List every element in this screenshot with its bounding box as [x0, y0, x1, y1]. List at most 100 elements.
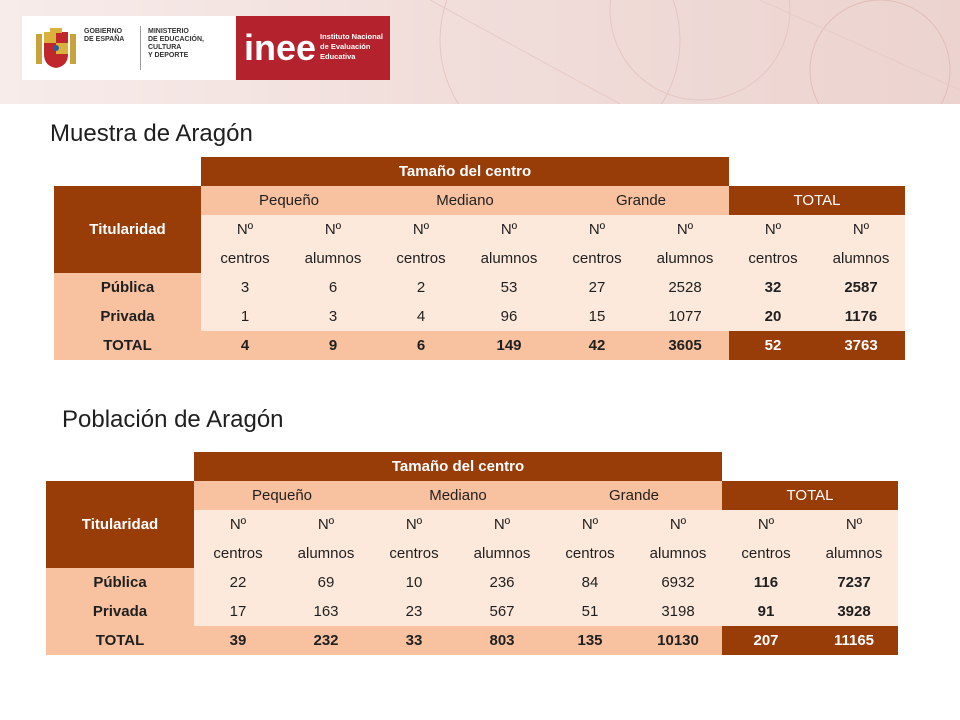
size-header: Pequeño — [194, 481, 370, 510]
table-cell: 2 — [377, 273, 465, 302]
table-cell: 3198 — [634, 597, 722, 626]
total-row: TOTAL 39 232 33 803 135 10130 207 11165 — [46, 626, 898, 655]
table-cell: 51 — [546, 597, 634, 626]
row-label: Pública — [46, 568, 194, 597]
sub-header: Nº — [282, 510, 370, 539]
sub-header: alumnos — [634, 539, 722, 568]
inee-institute-name: Instituto Nacional de Evaluación Educati… — [320, 32, 383, 61]
table-cell: 232 — [282, 626, 370, 655]
table-cell: 9 — [289, 331, 377, 360]
sub-header: centros — [553, 244, 641, 273]
table-cell: 20 — [729, 302, 817, 331]
row-label: Privada — [46, 597, 194, 626]
poblacion-title: Población de Aragón — [62, 406, 284, 433]
table-cell: 96 — [465, 302, 553, 331]
sub-header: centros — [194, 539, 282, 568]
sub-header: Nº — [729, 215, 817, 244]
table-cell: 3605 — [641, 331, 729, 360]
table-cell: 236 — [458, 568, 546, 597]
table-cell: 163 — [282, 597, 370, 626]
table-cell: 84 — [546, 568, 634, 597]
table-cell: 91 — [722, 597, 810, 626]
size-header-total: TOTAL — [729, 186, 905, 215]
ministerio-text: MINISTERIO DE EDUCACIÓN, CULTURA Y DEPOR… — [148, 28, 205, 59]
table-cell: 11165 — [810, 626, 898, 655]
sub-header: centros — [722, 539, 810, 568]
sub-header: Nº — [810, 510, 898, 539]
row-label: TOTAL — [46, 626, 194, 655]
logo-divider — [140, 26, 141, 70]
table-cell: 1 — [201, 302, 289, 331]
table-cell: 803 — [458, 626, 546, 655]
sub-header: Nº — [722, 510, 810, 539]
sub-header: Nº — [465, 215, 553, 244]
sub-header: alumnos — [465, 244, 553, 273]
table-cell: 27 — [553, 273, 641, 302]
sub-header: centros — [377, 244, 465, 273]
table-cell: 15 — [553, 302, 641, 331]
table-cell: 23 — [370, 597, 458, 626]
table-cell: 116 — [722, 568, 810, 597]
muestra-title: Muestra de Aragón — [50, 120, 253, 147]
sub-header: Nº — [546, 510, 634, 539]
table-cell: 135 — [546, 626, 634, 655]
sub-header: centros — [370, 539, 458, 568]
table-row: Privada 1 3 4 96 15 1077 20 1176 — [54, 302, 905, 331]
coat-of-arms-icon — [36, 28, 76, 68]
table-cell: 3928 — [810, 597, 898, 626]
sub-header: Nº — [370, 510, 458, 539]
table-cell: 4 — [201, 331, 289, 360]
size-header: Pequeño — [201, 186, 377, 215]
size-header: Grande — [553, 186, 729, 215]
sub-header: alumnos — [458, 539, 546, 568]
table-row: Privada 17 163 23 567 51 3198 91 3928 — [46, 597, 898, 626]
table-cell: 1176 — [817, 302, 905, 331]
size-header: Mediano — [377, 186, 553, 215]
sub-header: alumnos — [289, 244, 377, 273]
table-cell: 33 — [370, 626, 458, 655]
sub-header: Nº — [194, 510, 282, 539]
table-cell: 69 — [282, 568, 370, 597]
table-cell: 52 — [729, 331, 817, 360]
sub-header: Nº — [817, 215, 905, 244]
banner-decoration — [429, 0, 960, 104]
group-header: Tamaño del centro — [201, 157, 729, 186]
table-cell: 207 — [722, 626, 810, 655]
inee-wordmark: inee — [244, 27, 317, 68]
table-cell: 2587 — [817, 273, 905, 302]
table-cell: 22 — [194, 568, 282, 597]
sub-header: centros — [729, 244, 817, 273]
sub-header: Nº — [201, 215, 289, 244]
size-header: Grande — [546, 481, 722, 510]
sub-header: alumnos — [282, 539, 370, 568]
sub-header: Nº — [641, 215, 729, 244]
muestra-table: Tamaño del centro Titularidad Pequeño Me… — [54, 157, 905, 360]
institutional-logo: GOBIERNO DE ESPAÑA MINISTERIO DE EDUCACI… — [22, 16, 390, 80]
sub-header: alumnos — [641, 244, 729, 273]
table-cell: 2528 — [641, 273, 729, 302]
sub-header: Nº — [458, 510, 546, 539]
row-label: Privada — [54, 302, 201, 331]
table-row: Pública 3 6 2 53 27 2528 32 2587 — [54, 273, 905, 302]
table-cell: 53 — [465, 273, 553, 302]
table-cell: 17 — [194, 597, 282, 626]
table-cell: 3763 — [817, 331, 905, 360]
table-cell: 7237 — [810, 568, 898, 597]
table-cell: 6932 — [634, 568, 722, 597]
table-cell: 6 — [377, 331, 465, 360]
size-header-total: TOTAL — [722, 481, 898, 510]
poblacion-table: Tamaño del centro Titularidad Pequeño Me… — [46, 452, 898, 655]
table-cell: 10 — [370, 568, 458, 597]
table-cell: 4 — [377, 302, 465, 331]
group-header: Tamaño del centro — [194, 452, 722, 481]
table-cell: 1077 — [641, 302, 729, 331]
table-cell: 10130 — [634, 626, 722, 655]
row-label: Pública — [54, 273, 201, 302]
table-cell: 32 — [729, 273, 817, 302]
header-banner: GOBIERNO DE ESPAÑA MINISTERIO DE EDUCACI… — [0, 0, 960, 104]
table-cell: 42 — [553, 331, 641, 360]
table-cell: 39 — [194, 626, 282, 655]
table-cell: 3 — [201, 273, 289, 302]
sub-header: centros — [546, 539, 634, 568]
row-header: Titularidad — [46, 481, 194, 568]
